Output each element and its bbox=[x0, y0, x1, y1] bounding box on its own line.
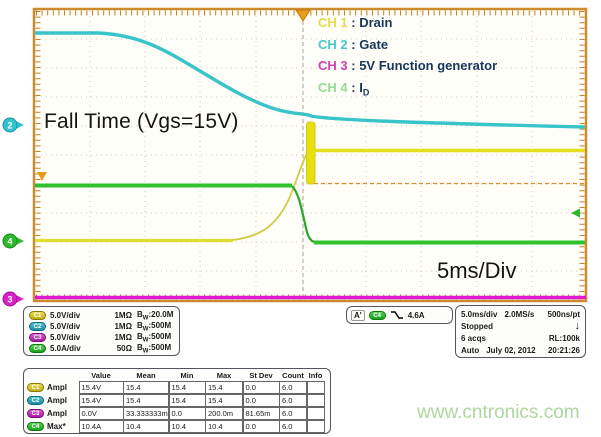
acq-row-datetime: Auto July 02, 2012 20:21:26 bbox=[461, 344, 580, 356]
falling-edge-icon bbox=[390, 311, 403, 319]
acq-row-timebase: 5.0ms/div 2.0MS/s 500ns/pt bbox=[461, 308, 580, 320]
ch2-badge: C2 bbox=[29, 322, 46, 331]
trigger-readout-panel[interactable]: A' C4 4.6A bbox=[346, 306, 453, 324]
legend-item-ch4: CH 4 : ID bbox=[318, 79, 370, 98]
measurement-row-c3: C3 Ampl 0.0V 33.333333m 0.0 200.0m 81.65m… bbox=[27, 406, 330, 420]
channel-setting-row-c1[interactable]: C1 5.0V/div 1MΩ BW:20.0M bbox=[29, 310, 174, 321]
channel-legend: CH 1 : Drain CH 2 : Gate CH 3 : 5V Funct… bbox=[318, 12, 497, 104]
trace-ch4-id-fall bbox=[291, 185, 316, 244]
ch3-badge: C3 bbox=[29, 333, 46, 342]
svg-text:2: 2 bbox=[7, 121, 12, 131]
acquisition-status: Stopped bbox=[461, 321, 493, 331]
acq-row-count: 6 acqs RL:100k bbox=[461, 332, 580, 344]
svg-text:4: 4 bbox=[7, 237, 12, 247]
trigger-marker-icon[interactable] bbox=[295, 9, 311, 22]
measurement-row-c4: C4 Max* 10.4A 10.4 10.4 10.4 0.0 6.0 bbox=[27, 419, 330, 433]
resolution: 500ns/pt bbox=[547, 309, 580, 319]
acquisition-count: 6 acqs bbox=[461, 333, 486, 343]
timebase-annotation: 5ms/Div bbox=[437, 258, 517, 283]
fall-time-annotation: Fall Time (Vgs=15V) bbox=[44, 110, 239, 133]
ch3-position-marker[interactable]: 3 bbox=[2, 291, 24, 307]
reference-marker-icon[interactable] bbox=[37, 172, 47, 181]
timebase-value: 5.0ms/div bbox=[461, 309, 498, 319]
acquisition-mode: Auto bbox=[461, 345, 480, 355]
trigger-label: A' bbox=[351, 309, 365, 321]
channel-setting-row-c3[interactable]: C3 5.0V/div 1MΩ BW:500M bbox=[29, 332, 174, 343]
down-arrow-icon: ↓ bbox=[574, 320, 581, 332]
watermark-text: www.cntronics.com bbox=[417, 402, 580, 423]
channel-setting-row-c2[interactable]: C2 5.0V/div 1MΩ BW:500M bbox=[29, 321, 174, 332]
legend-item-ch2: CH 2 : Gate bbox=[318, 36, 389, 52]
ch1-badge: C1 bbox=[29, 311, 46, 320]
c1-badge: C1 bbox=[27, 383, 44, 392]
channel-settings-panel[interactable]: C1 5.0V/div 1MΩ BW:20.0M C2 5.0V/div 1MΩ… bbox=[23, 306, 180, 356]
ch4-badge: C4 bbox=[29, 344, 46, 353]
ch2-position-marker[interactable]: 2 bbox=[2, 117, 24, 133]
measurement-name: Ampl bbox=[47, 396, 67, 405]
date: July 02, 2012 bbox=[486, 345, 536, 355]
measurement-name: Ampl bbox=[47, 409, 67, 418]
measurement-name: Ampl bbox=[47, 383, 67, 392]
legend-item-ch1: CH 1 : Drain bbox=[318, 15, 393, 30]
legend-item-ch3: CH 3 : 5V Function generator bbox=[318, 58, 498, 73]
c3-badge: C3 bbox=[27, 409, 44, 418]
measurement-row-c1: C1 Ampl 15.4V 15.4 15.4 15.4 0.0 6.0 bbox=[27, 380, 330, 394]
trace-ch1-drain-spike bbox=[306, 121, 316, 185]
measurement-header-row: Value Mean Min Max St Dev Count Info bbox=[91, 371, 323, 381]
measurement-name: Max* bbox=[47, 422, 66, 431]
c4-badge: C4 bbox=[27, 422, 44, 431]
time: 20:21:26 bbox=[547, 345, 580, 355]
sample-rate: 2.0MS/s bbox=[504, 309, 535, 319]
c2-badge: C2 bbox=[27, 396, 44, 405]
trigger-source-badge: C4 bbox=[368, 310, 386, 320]
trace-ch2-gate bbox=[35, 31, 586, 129]
measurement-table: Value Mean Min Max St Dev Count Info C1 A… bbox=[23, 368, 331, 434]
acq-row-status: Stopped ↓ bbox=[461, 320, 580, 332]
record-length: RL:100k bbox=[548, 333, 580, 343]
channel-setting-row-c4[interactable]: C4 5.0A/div 50Ω BW:500M bbox=[29, 343, 174, 354]
acquisition-readout-panel[interactable]: 5.0ms/div 2.0MS/s 500ns/pt Stopped ↓ 6 ac… bbox=[455, 305, 586, 358]
waveform-display: 2 4 3 bbox=[2, 7, 588, 307]
measurement-row-c2: C2 Ampl 15.4V 15.4 15.4 15.4 0.0 6.0 bbox=[27, 393, 330, 407]
trigger-level-arrow-icon[interactable] bbox=[571, 208, 580, 218]
svg-text:3: 3 bbox=[7, 295, 12, 305]
grid bbox=[36, 11, 584, 299]
ch4-position-marker[interactable]: 4 bbox=[2, 233, 24, 249]
trigger-level-value: 4.6A bbox=[407, 310, 425, 320]
trace-ch1-drain-rise bbox=[232, 150, 309, 241]
